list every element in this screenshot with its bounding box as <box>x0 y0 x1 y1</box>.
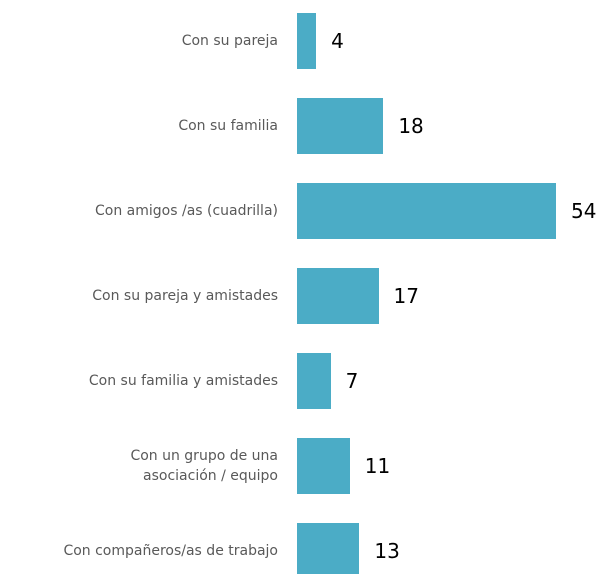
category-label: Con amigos /as (cuadrilla) <box>95 203 278 219</box>
bar <box>297 353 331 409</box>
value-label: 17 <box>393 284 419 308</box>
bar <box>297 183 556 239</box>
bar <box>297 268 379 324</box>
category-label: Con su familia y amistades <box>88 373 278 389</box>
category-label: Con su familia <box>178 118 278 134</box>
bar <box>297 98 384 154</box>
bar <box>297 438 350 494</box>
value-label: 54 <box>571 199 597 223</box>
value-label: 18 <box>398 114 424 138</box>
category-label: Con su pareja y amistades <box>92 288 278 304</box>
value-label: 7 <box>345 369 359 393</box>
value-label: 11 <box>364 454 391 478</box>
category-label: Con su pareja <box>181 33 278 49</box>
bar <box>297 13 317 69</box>
value-label: 4 <box>331 29 344 53</box>
bar <box>297 523 360 574</box>
category-label: Con un grupo de una asociación / equipo <box>130 448 278 484</box>
value-label: 13 <box>374 539 400 563</box>
category-label: Con compañeros/as de trabajo <box>63 543 278 559</box>
